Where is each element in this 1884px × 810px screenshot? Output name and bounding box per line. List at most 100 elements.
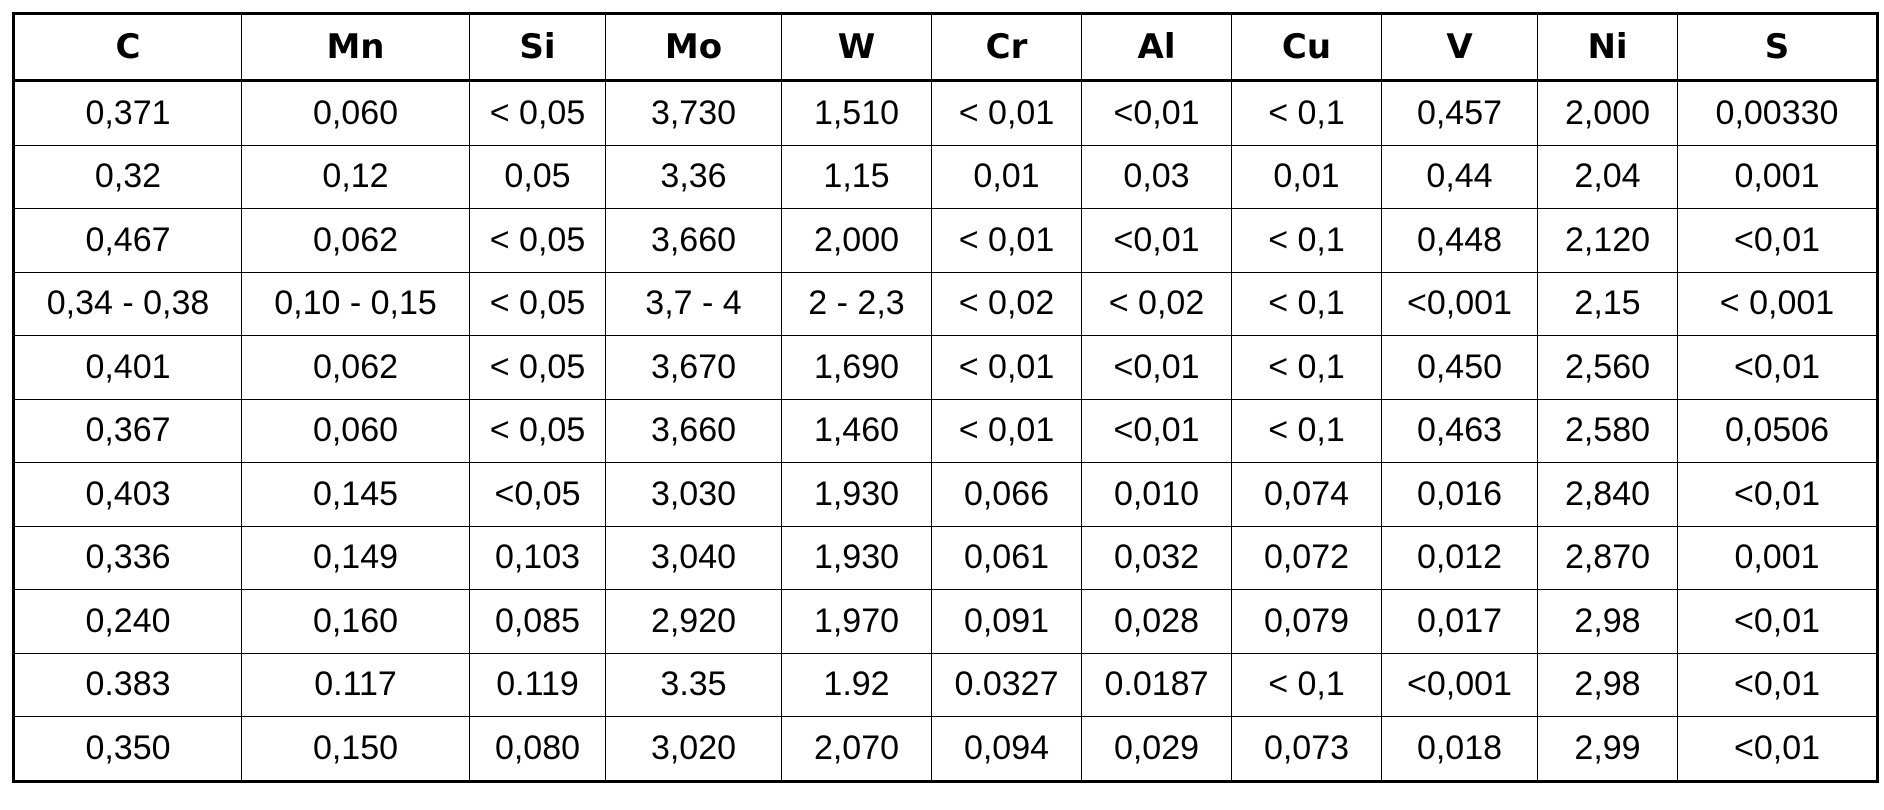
- cell-w: 1,930: [782, 526, 932, 590]
- cell-cr: < 0,01: [932, 209, 1082, 273]
- cell-ni: 2,870: [1538, 526, 1678, 590]
- cell-v: 0,018: [1382, 717, 1538, 782]
- cell-cu: < 0,1: [1232, 399, 1382, 463]
- cell-al: 0,03: [1082, 145, 1232, 209]
- table-row: 0,320,120,053,361,150,010,030,010,442,04…: [14, 145, 1878, 209]
- cell-mn: 0,062: [242, 336, 470, 400]
- cell-mn: 0,062: [242, 209, 470, 273]
- cell-cu: 0,074: [1232, 463, 1382, 527]
- cell-si: < 0,05: [470, 336, 606, 400]
- header-v: V: [1382, 14, 1538, 81]
- cell-mn: 0,160: [242, 590, 470, 654]
- cell-v: 0,450: [1382, 336, 1538, 400]
- cell-al: <0,01: [1082, 209, 1232, 273]
- cell-si: < 0,05: [470, 81, 606, 146]
- cell-mo: 3,660: [606, 399, 782, 463]
- cell-v: 0,012: [1382, 526, 1538, 590]
- header-cr: Cr: [932, 14, 1082, 81]
- composition-table: C Mn Si Mo W Cr Al Cu V Ni S 0,3710,060<…: [12, 12, 1879, 783]
- cell-al: < 0,02: [1082, 272, 1232, 336]
- cell-c: 0,350: [14, 717, 242, 782]
- table-row: 0,34 - 0,380,10 - 0,15< 0,053,7 - 42 - 2…: [14, 272, 1878, 336]
- cell-mn: 0,10 - 0,15: [242, 272, 470, 336]
- cell-mo: 3,660: [606, 209, 782, 273]
- cell-si: 0,05: [470, 145, 606, 209]
- cell-s: <0,01: [1678, 209, 1878, 273]
- cell-w: 1,510: [782, 81, 932, 146]
- table-row: 0,3710,060< 0,053,7301,510< 0,01<0,01< 0…: [14, 81, 1878, 146]
- cell-c: 0,34 - 0,38: [14, 272, 242, 336]
- cell-ni: 2,15: [1538, 272, 1678, 336]
- cell-mn: 0,060: [242, 81, 470, 146]
- cell-cu: 0,073: [1232, 717, 1382, 782]
- cell-v: <0,001: [1382, 653, 1538, 717]
- cell-v: 0,016: [1382, 463, 1538, 527]
- cell-mo: 3,36: [606, 145, 782, 209]
- cell-cr: 0,091: [932, 590, 1082, 654]
- cell-mo: 3,020: [606, 717, 782, 782]
- cell-cu: < 0,1: [1232, 209, 1382, 273]
- cell-al: <0,01: [1082, 399, 1232, 463]
- cell-ni: 2,98: [1538, 590, 1678, 654]
- cell-mo: 3,730: [606, 81, 782, 146]
- header-si: Si: [470, 14, 606, 81]
- table-row: 0,3360,1490,1033,0401,9300,0610,0320,072…: [14, 526, 1878, 590]
- cell-v: 0,463: [1382, 399, 1538, 463]
- table-row: 0,4030,145<0,053,0301,9300,0660,0100,074…: [14, 463, 1878, 527]
- cell-si: 0.119: [470, 653, 606, 717]
- cell-s: <0,01: [1678, 590, 1878, 654]
- cell-ni: 2,04: [1538, 145, 1678, 209]
- cell-mn: 0,149: [242, 526, 470, 590]
- header-c: C: [14, 14, 242, 81]
- header-mn: Mn: [242, 14, 470, 81]
- cell-mo: 3,7 - 4: [606, 272, 782, 336]
- cell-v: 0,448: [1382, 209, 1538, 273]
- cell-al: <0,01: [1082, 336, 1232, 400]
- cell-v: 0,017: [1382, 590, 1538, 654]
- cell-w: 1,15: [782, 145, 932, 209]
- cell-ni: 2,120: [1538, 209, 1678, 273]
- cell-si: 0,103: [470, 526, 606, 590]
- table-row: 0,4670,062< 0,053,6602,000< 0,01<0,01< 0…: [14, 209, 1878, 273]
- table-body: 0,3710,060< 0,053,7301,510< 0,01<0,01< 0…: [14, 81, 1878, 782]
- cell-ni: 2,840: [1538, 463, 1678, 527]
- cell-s: 0,00330: [1678, 81, 1878, 146]
- table-row: 0,3670,060< 0,053,6601,460< 0,01<0,01< 0…: [14, 399, 1878, 463]
- cell-mn: 0,145: [242, 463, 470, 527]
- cell-w: 2,070: [782, 717, 932, 782]
- cell-c: 0,401: [14, 336, 242, 400]
- cell-cr: < 0,01: [932, 399, 1082, 463]
- header-row: C Mn Si Mo W Cr Al Cu V Ni S: [14, 14, 1878, 81]
- cell-s: <0,01: [1678, 336, 1878, 400]
- table-row: 0,3500,1500,0803,0202,0700,0940,0290,073…: [14, 717, 1878, 782]
- cell-cr: < 0,01: [932, 336, 1082, 400]
- cell-al: 0,028: [1082, 590, 1232, 654]
- cell-mn: 0,150: [242, 717, 470, 782]
- cell-cr: 0,061: [932, 526, 1082, 590]
- cell-s: <0,01: [1678, 717, 1878, 782]
- cell-cu: 0,079: [1232, 590, 1382, 654]
- cell-c: 0,403: [14, 463, 242, 527]
- cell-c: 0.383: [14, 653, 242, 717]
- cell-w: 1,460: [782, 399, 932, 463]
- cell-si: 0,080: [470, 717, 606, 782]
- cell-cr: 0.0327: [932, 653, 1082, 717]
- cell-cr: < 0,02: [932, 272, 1082, 336]
- cell-cu: < 0,1: [1232, 81, 1382, 146]
- cell-cu: < 0,1: [1232, 272, 1382, 336]
- cell-v: <0,001: [1382, 272, 1538, 336]
- header-s: S: [1678, 14, 1878, 81]
- cell-al: 0.0187: [1082, 653, 1232, 717]
- cell-w: 2,000: [782, 209, 932, 273]
- cell-mn: 0,060: [242, 399, 470, 463]
- cell-v: 0,44: [1382, 145, 1538, 209]
- cell-w: 1.92: [782, 653, 932, 717]
- cell-cr: 0,066: [932, 463, 1082, 527]
- cell-s: 0,001: [1678, 526, 1878, 590]
- cell-mn: 0.117: [242, 653, 470, 717]
- cell-mo: 2,920: [606, 590, 782, 654]
- cell-cr: < 0,01: [932, 81, 1082, 146]
- cell-w: 1,930: [782, 463, 932, 527]
- cell-cr: 0,094: [932, 717, 1082, 782]
- table-row: 0.3830.1170.1193.351.920.03270.0187< 0,1…: [14, 653, 1878, 717]
